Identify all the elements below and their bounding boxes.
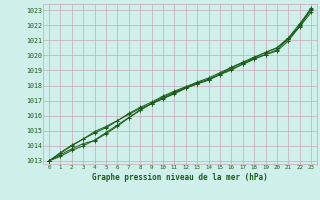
X-axis label: Graphe pression niveau de la mer (hPa): Graphe pression niveau de la mer (hPa): [92, 173, 268, 182]
